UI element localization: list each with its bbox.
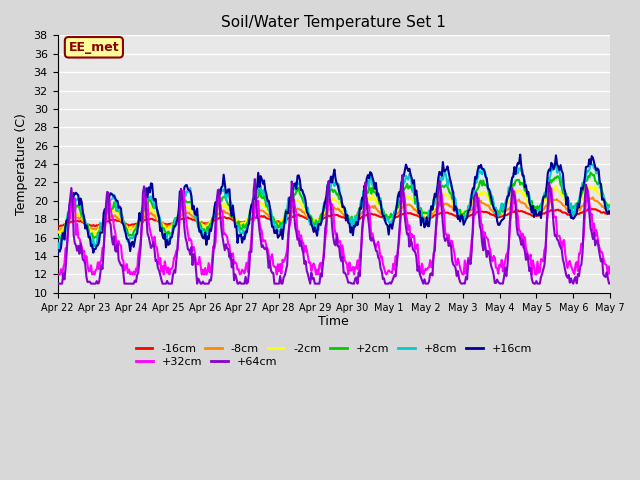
X-axis label: Time: Time bbox=[319, 315, 349, 328]
Legend: +32cm, +64cm: +32cm, +64cm bbox=[132, 352, 282, 371]
Text: EE_met: EE_met bbox=[68, 41, 119, 54]
Title: Soil/Water Temperature Set 1: Soil/Water Temperature Set 1 bbox=[221, 15, 446, 30]
Y-axis label: Temperature (C): Temperature (C) bbox=[15, 113, 28, 215]
